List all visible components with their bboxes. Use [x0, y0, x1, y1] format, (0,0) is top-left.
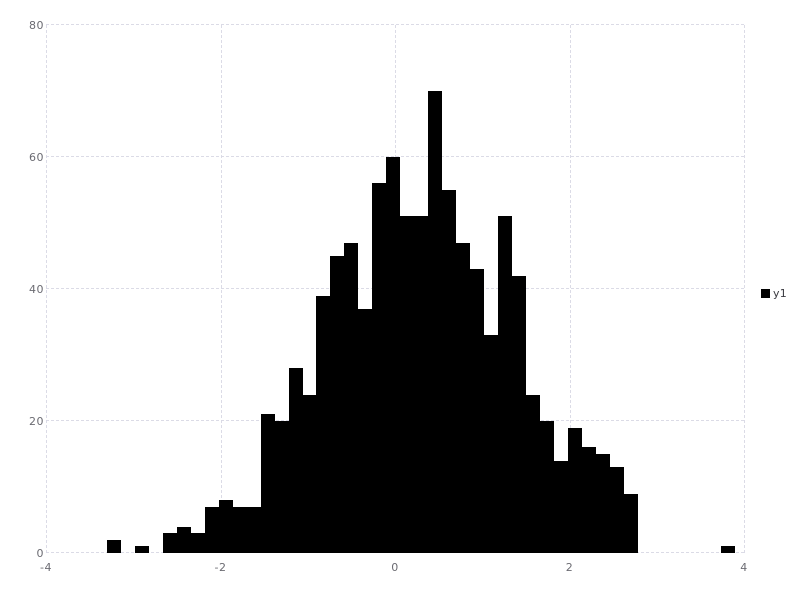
histogram-bar: [595, 454, 610, 553]
y-tick-60: 60: [29, 151, 44, 164]
histogram-bar: [330, 256, 345, 553]
histogram-bar: [316, 295, 331, 553]
gridline-y-80: [46, 24, 744, 25]
histogram-bar: [288, 368, 303, 553]
histogram-bar: [400, 216, 415, 553]
histogram-bar: [260, 414, 275, 553]
y-tick-0: 0: [36, 547, 44, 560]
legend-square-marker-y1: [761, 289, 770, 298]
histogram-bar: [246, 506, 261, 553]
legend-label-y1: y1: [773, 287, 788, 300]
histogram-bar: [358, 308, 373, 553]
histogram-bar: [176, 526, 191, 553]
histogram-bar: [414, 216, 429, 553]
x-tick-4: 4: [740, 561, 748, 574]
y-tick-20: 20: [29, 415, 44, 428]
histogram-bar: [274, 421, 289, 553]
histogram-bar: [107, 539, 122, 553]
x-tick-2: 2: [565, 561, 574, 574]
histogram-bar: [623, 493, 638, 553]
histogram-bar: [162, 533, 177, 553]
histogram-bars: [46, 25, 744, 553]
gridline-x--4: [46, 25, 47, 553]
histogram-bar: [553, 460, 568, 553]
histogram-bar: [581, 447, 596, 553]
histogram-bar: [525, 394, 540, 553]
histogram-bar: [372, 183, 387, 553]
gridline-x-2: [569, 25, 571, 553]
histogram-bar: [232, 506, 247, 553]
histogram-bar: [204, 506, 219, 553]
histogram-bar: [134, 546, 149, 553]
histogram-bar: [344, 242, 359, 553]
histogram-bar: [386, 157, 401, 553]
plot-area: [46, 24, 745, 553]
y-tick-80: 80: [29, 19, 44, 32]
histogram-bar: [567, 427, 582, 553]
histogram-bar: [428, 91, 443, 553]
x-tick--4: -4: [40, 561, 52, 574]
histogram-bar: [483, 335, 498, 553]
histogram-bar: [190, 533, 205, 553]
histogram-bar: [497, 216, 512, 553]
histogram-bar: [539, 421, 554, 553]
histogram-bar: [218, 500, 233, 553]
histogram-bar: [721, 546, 736, 553]
gridline-x-4: [744, 25, 745, 553]
histogram-bar: [609, 467, 624, 553]
histogram-bar: [302, 394, 317, 553]
x-tick--2: -2: [214, 561, 227, 574]
histogram-bar: [511, 275, 526, 553]
chart-legend[interactable]: y1: [761, 288, 787, 299]
x-tick-0: 0: [391, 561, 399, 574]
gridline-x--2: [220, 25, 222, 553]
histogram-bar: [442, 190, 457, 553]
histogram-bar: [470, 269, 484, 553]
y-tick-40: 40: [29, 283, 44, 296]
histogram-bar: [456, 242, 471, 553]
